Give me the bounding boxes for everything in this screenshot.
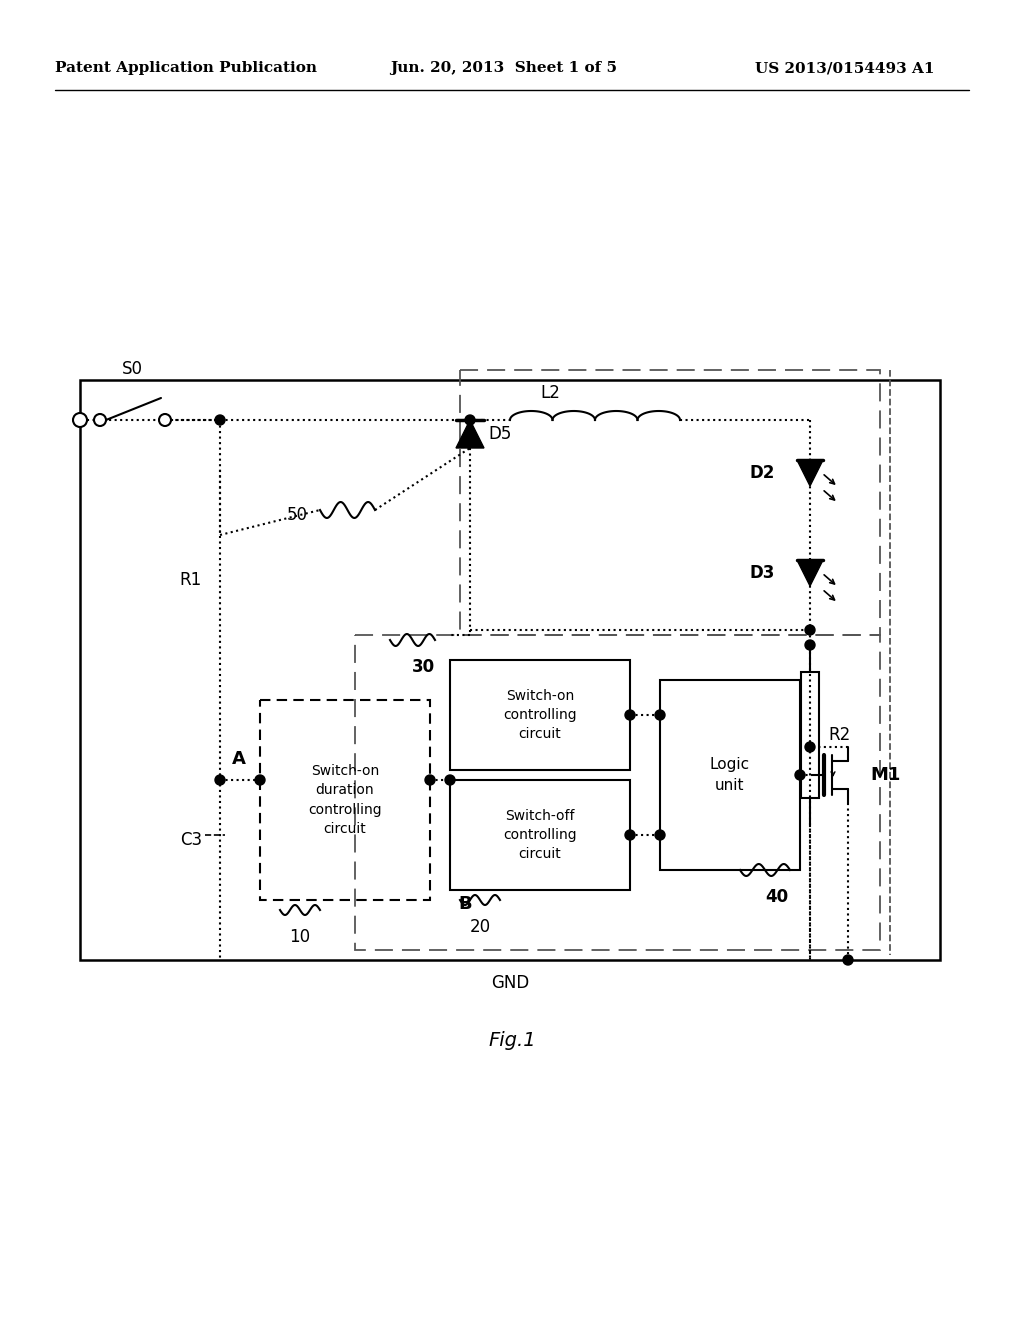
Circle shape xyxy=(159,414,171,426)
Circle shape xyxy=(655,830,665,840)
Text: 50: 50 xyxy=(287,506,308,524)
Text: D5: D5 xyxy=(488,425,511,444)
Circle shape xyxy=(445,775,455,785)
Text: GND: GND xyxy=(490,974,529,993)
Circle shape xyxy=(73,413,87,426)
Text: US 2013/0154493 A1: US 2013/0154493 A1 xyxy=(755,61,935,75)
Text: Switch-on
controlling
circuit: Switch-on controlling circuit xyxy=(503,689,577,742)
Circle shape xyxy=(625,830,635,840)
Text: L2: L2 xyxy=(540,384,560,403)
Circle shape xyxy=(625,710,635,719)
Text: D3: D3 xyxy=(750,564,775,582)
Text: Switch-on
duration
controlling
circuit: Switch-on duration controlling circuit xyxy=(308,764,382,837)
Text: D2: D2 xyxy=(750,465,775,482)
Text: 40: 40 xyxy=(765,888,788,906)
Text: Logic
unit: Logic unit xyxy=(710,756,750,793)
Text: 30: 30 xyxy=(412,657,435,676)
Polygon shape xyxy=(797,459,823,486)
Text: S0: S0 xyxy=(122,360,142,378)
Bar xyxy=(260,700,430,900)
Text: Switch-off
controlling
circuit: Switch-off controlling circuit xyxy=(503,808,577,862)
Circle shape xyxy=(843,954,853,965)
Text: B: B xyxy=(458,895,472,913)
Circle shape xyxy=(805,624,815,635)
Circle shape xyxy=(795,770,805,780)
Text: R1: R1 xyxy=(180,572,202,589)
Bar xyxy=(450,660,630,770)
Text: C3: C3 xyxy=(180,832,202,849)
Text: 10: 10 xyxy=(290,928,310,946)
Bar xyxy=(450,780,630,890)
Bar xyxy=(80,380,940,960)
Circle shape xyxy=(255,775,265,785)
Circle shape xyxy=(655,710,665,719)
Bar xyxy=(660,680,800,870)
Text: 20: 20 xyxy=(469,917,490,936)
Text: R2: R2 xyxy=(828,726,850,744)
Bar xyxy=(460,370,880,635)
Circle shape xyxy=(805,640,815,649)
Bar xyxy=(355,635,880,950)
Text: Jun. 20, 2013  Sheet 1 of 5: Jun. 20, 2013 Sheet 1 of 5 xyxy=(390,61,617,75)
Text: Patent Application Publication: Patent Application Publication xyxy=(55,61,317,75)
Circle shape xyxy=(425,775,435,785)
Circle shape xyxy=(465,414,475,425)
Text: M1: M1 xyxy=(870,766,900,784)
Polygon shape xyxy=(797,560,823,586)
Text: Fig.1: Fig.1 xyxy=(488,1031,536,1049)
Circle shape xyxy=(215,775,225,785)
Circle shape xyxy=(805,742,815,752)
Polygon shape xyxy=(456,420,484,447)
Circle shape xyxy=(94,414,106,426)
Text: A: A xyxy=(232,750,246,768)
Bar xyxy=(801,672,819,799)
Circle shape xyxy=(215,414,225,425)
